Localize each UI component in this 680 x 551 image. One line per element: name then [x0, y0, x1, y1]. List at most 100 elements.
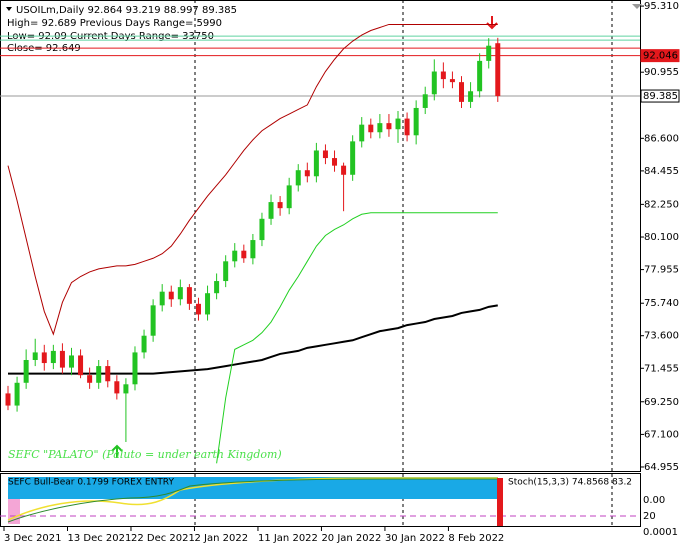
candle-body [168, 291, 174, 300]
candle-body [395, 118, 401, 130]
candle-body [377, 123, 383, 133]
indicator-stoch: Stoch(15,3,3) 74.8568 83.2 [508, 478, 632, 488]
collapse-icon [6, 7, 12, 11]
candle-body [277, 202, 283, 209]
main-panel [0, 0, 641, 472]
candle-body [431, 71, 437, 95]
x-tick-label: 30 Jan 2022 [385, 533, 445, 544]
y-tick-label: 95.310 [644, 1, 679, 12]
indicator-line [216, 212, 498, 464]
candle-body [413, 107, 419, 136]
candle-body [332, 158, 338, 166]
y-tick-label: 90.955 [644, 67, 679, 78]
candle-body [223, 261, 229, 282]
candle-body [350, 141, 356, 175]
candle-body [186, 287, 192, 304]
candle-body [477, 60, 483, 92]
candle-body [304, 170, 310, 177]
x-tick-label: 8 Feb 2022 [448, 533, 504, 544]
y-tick-label: 64.955 [644, 462, 679, 473]
annotation: SEFC "PALATO" (Paluto = under earth King… [8, 448, 282, 461]
candle-body [359, 124, 365, 142]
y-tick-label: 67.100 [644, 429, 679, 440]
candle-body [141, 335, 147, 353]
candle-body [59, 350, 65, 368]
indicator-panel [0, 473, 641, 527]
candle-body [177, 287, 183, 300]
x-tick-label: 20 Jan 2022 [321, 533, 381, 544]
indicator-bar [497, 478, 503, 526]
candle-body [5, 393, 11, 406]
candle-body [259, 218, 265, 241]
price-label-bg [640, 49, 680, 63]
candle-body [150, 305, 156, 336]
candle-body [250, 240, 256, 259]
indicator-axis-label: 0.00 [643, 495, 665, 506]
x-tick-label: 3 Dec 2021 [4, 533, 62, 544]
candle-body [87, 375, 93, 383]
candle-body [50, 350, 56, 364]
shift-marker [632, 4, 642, 9]
candle-body [68, 355, 74, 368]
y-tick-label: 75.740 [644, 298, 679, 309]
candle-body [495, 43, 501, 97]
y-tick-label: 73.600 [644, 331, 679, 342]
candle-body [486, 45, 492, 61]
candle-body [268, 202, 274, 219]
info-line: High= 92.689 Previous Days Range= 5990 [7, 18, 222, 29]
candle-body [78, 355, 84, 376]
candle-body [114, 381, 120, 394]
y-tick-label: 86.600 [644, 133, 679, 144]
candle-body [105, 366, 111, 382]
signal-line [7, 478, 498, 523]
candle-body [404, 118, 410, 136]
candle-body [132, 352, 138, 385]
candle-body [440, 71, 446, 80]
y-tick-label: 82.250 [644, 199, 679, 210]
indicator-band [8, 477, 498, 499]
y-tick-label: 69.250 [644, 397, 679, 408]
candle-body [32, 352, 38, 361]
buy-arrow [111, 444, 123, 458]
candle-body [159, 291, 165, 306]
price-label: 92.046 [643, 51, 678, 62]
candle-body [41, 352, 47, 364]
candle-body [313, 150, 319, 177]
candle-body [386, 123, 392, 130]
symbol-line: USOILm,Daily 92.864 93.219 88.997 89.385 [16, 5, 237, 16]
candle-body [295, 170, 301, 186]
candle-body [195, 303, 201, 315]
stoch-line [7, 477, 498, 521]
candle-body [368, 124, 374, 133]
x-tick-label: 22 Dec 2021 [131, 533, 195, 544]
indicator-axis-label: 20 [643, 511, 656, 522]
candle-body [23, 360, 29, 383]
candle-body [422, 94, 428, 108]
candle-body [286, 185, 292, 209]
price-label: 89.385 [643, 91, 678, 102]
candle-body [96, 366, 102, 383]
candle-body [449, 79, 455, 83]
price-label-bg [640, 89, 680, 103]
indicator-line [7, 23, 498, 336]
candle-body [14, 382, 20, 406]
y-tick-label: 77.955 [644, 265, 679, 276]
candle-body [341, 165, 347, 175]
indicator-axis-label: 0.0001 [643, 527, 678, 538]
candle-body [322, 150, 328, 159]
x-tick-label: 13 Dec 2021 [67, 533, 131, 544]
candle-body [468, 91, 474, 102]
y-tick-label: 80.100 [644, 232, 679, 243]
candle-body [123, 384, 129, 394]
indicator-title: SEFC Bull-Bear 0.1799 FOREX ENTRY [8, 478, 174, 488]
indicator-band [8, 499, 20, 524]
candle-body [232, 250, 238, 262]
y-tick-label: 71.455 [644, 363, 679, 374]
candle-body [214, 281, 220, 294]
x-tick-label: 2 Jan 2022 [194, 533, 248, 544]
x-tick-label: 11 Jan 2022 [258, 533, 318, 544]
candle-body [459, 82, 464, 102]
